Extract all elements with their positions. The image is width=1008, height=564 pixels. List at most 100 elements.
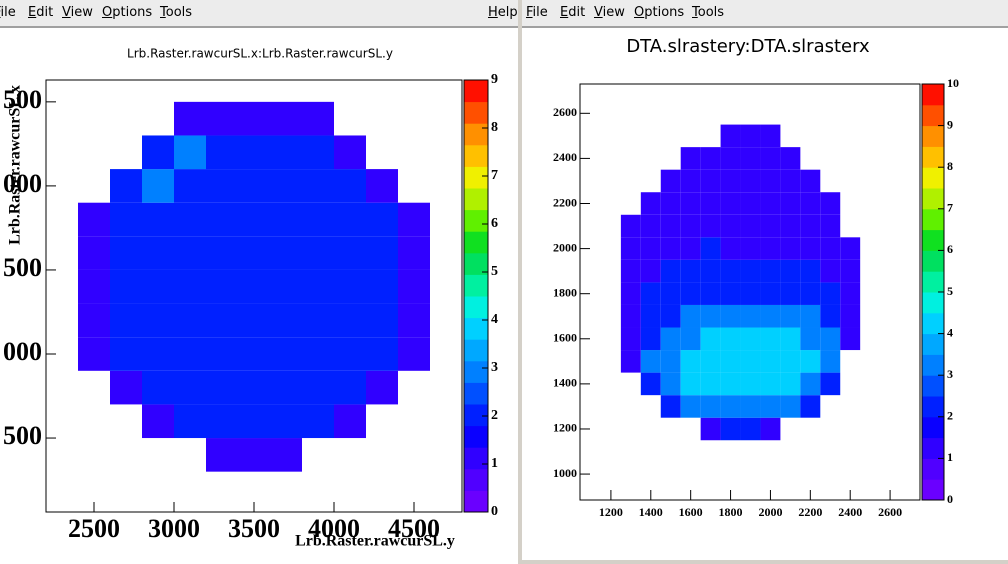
heatmap-cell xyxy=(820,372,841,396)
color-scale-band xyxy=(464,317,488,340)
color-scale-band xyxy=(464,468,488,491)
y-tick-label: 000 xyxy=(3,337,42,366)
color-scale-label: 4 xyxy=(491,312,498,327)
color-scale-band xyxy=(464,490,488,513)
menu-item[interactable]: Edit xyxy=(28,5,54,20)
menu-item[interactable]: File xyxy=(526,5,548,20)
heatmap-cell xyxy=(334,404,366,439)
menu-item[interactable]: Options xyxy=(102,5,153,20)
heatmap-cell xyxy=(110,404,142,438)
heatmap-cell xyxy=(238,404,270,439)
heatmap-cell xyxy=(760,327,781,351)
menu-item[interactable]: Options xyxy=(634,5,685,20)
color-scale-band xyxy=(464,252,488,275)
heatmap-cell xyxy=(206,135,238,170)
heatmap-cell xyxy=(820,147,840,170)
heatmap-cell xyxy=(142,135,174,170)
heatmap-cell xyxy=(206,337,238,371)
x-tick-label: 4000 xyxy=(308,514,360,543)
heatmap-cell xyxy=(174,101,206,136)
heatmap-cell xyxy=(206,202,238,237)
heatmap-cell xyxy=(366,236,398,270)
heatmap-cell xyxy=(206,269,238,304)
heatmap-cell xyxy=(840,259,861,283)
heatmap-cell xyxy=(740,282,761,305)
heatmap-cell xyxy=(680,169,701,193)
heatmap-cell xyxy=(78,135,110,169)
color-scale-band xyxy=(464,101,488,124)
menu-item[interactable]: View xyxy=(594,5,625,20)
y-tick-label: 2200 xyxy=(553,195,577,209)
heatmap-cell xyxy=(840,192,860,215)
heatmap-cell xyxy=(334,236,366,270)
heatmap-cell xyxy=(78,102,110,136)
heatmap-cell xyxy=(740,395,761,418)
heatmap-cell xyxy=(640,304,661,328)
heatmap-cell xyxy=(720,304,741,328)
color-scale-label: 7 xyxy=(491,168,498,183)
heatmap-cell xyxy=(840,350,860,373)
heatmap-cell xyxy=(398,135,430,169)
heatmap-cell xyxy=(302,438,334,472)
heatmap-cell xyxy=(660,350,681,373)
color-scale-label: 6 xyxy=(491,216,498,231)
heatmap-cell xyxy=(720,259,741,283)
color-scale-band xyxy=(922,167,944,189)
menu-item[interactable]: Tools xyxy=(692,5,725,20)
color-scale-label: 8 xyxy=(947,159,953,173)
heatmap-cell xyxy=(700,169,721,193)
heatmap-cell xyxy=(680,192,701,215)
menu-item[interactable]: View xyxy=(62,5,93,20)
heatmap-cell xyxy=(142,337,174,371)
menu-item[interactable]: File xyxy=(0,5,16,20)
heatmap-cell xyxy=(174,303,206,338)
heatmap-cell xyxy=(800,169,821,193)
x-tick-label: 3000 xyxy=(148,514,200,543)
menu-item[interactable]: Edit xyxy=(560,5,586,20)
y-tick-label: 500 xyxy=(3,85,42,114)
menu-item[interactable]: Tools xyxy=(160,5,193,20)
x-tick-label: 2000 xyxy=(758,505,782,519)
x-tick-label: 2400 xyxy=(838,505,862,519)
heatmap-cell xyxy=(142,236,174,270)
heatmap-cell xyxy=(110,303,142,338)
heatmap-cell xyxy=(780,147,801,170)
heatmap-cell xyxy=(398,269,430,304)
heatmap-cell xyxy=(302,303,334,338)
heatmap-cell xyxy=(334,135,366,170)
heatmap-cell xyxy=(206,404,238,439)
heatmap-cell xyxy=(840,373,860,396)
heatmap-cell xyxy=(760,124,781,148)
heatmap-cell xyxy=(640,214,661,238)
y-tick-label: 2400 xyxy=(553,150,577,164)
heatmap-cell xyxy=(840,418,860,441)
heatmap-cell xyxy=(720,395,741,418)
x-tick-label: 2500 xyxy=(68,514,120,543)
heatmap-cell xyxy=(780,395,801,418)
heatmap-cell xyxy=(621,395,641,418)
heatmap-cell xyxy=(174,404,206,439)
color-scale-band xyxy=(922,333,944,355)
heatmap-cell xyxy=(760,214,781,238)
heatmap-cell xyxy=(760,192,781,215)
color-scale-band xyxy=(922,188,944,210)
heatmap-cell xyxy=(142,303,174,338)
color-scale-band xyxy=(922,479,944,501)
heatmap-cell xyxy=(800,418,820,441)
heatmap-cell xyxy=(840,304,861,328)
heatmap-cell xyxy=(206,236,238,270)
heatmap-cell xyxy=(78,371,110,405)
heatmap-cell xyxy=(620,327,641,351)
heatmap-cell xyxy=(720,169,741,193)
heatmap-cell xyxy=(366,438,398,472)
heatmap-cell xyxy=(760,350,781,373)
heatmap-cell xyxy=(270,169,302,203)
chart-title: DTA.slrastery:DTA.slrasterx xyxy=(626,36,870,57)
heatmap-cell xyxy=(621,373,641,396)
heatmap-cell xyxy=(660,192,681,215)
menu-item[interactable]: Help xyxy=(488,5,518,20)
heatmap-cell xyxy=(238,101,270,136)
heatmap-cell xyxy=(700,395,721,418)
